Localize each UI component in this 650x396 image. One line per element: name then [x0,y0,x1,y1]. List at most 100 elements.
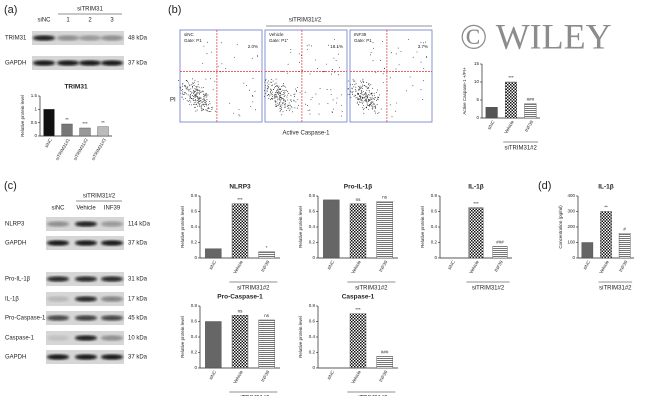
event-dot [198,98,200,100]
event-dot [275,92,277,94]
event-dot [252,101,254,103]
event-dot [353,95,355,97]
x-tick-label: Vehicle [468,259,480,274]
event-dot [352,91,354,93]
event-dot [201,87,203,89]
event-dot [374,95,376,97]
event-dot [371,96,373,98]
event-dot [238,114,240,116]
event-dot [252,77,254,79]
significance-label: * [266,245,268,250]
event-dot [349,84,351,86]
event-dot [304,91,306,93]
event-dot [330,93,332,95]
event-dot [366,100,368,102]
event-dot [243,82,245,84]
event-dot [282,111,284,113]
event-dot [193,83,194,85]
event-dot [198,99,199,101]
event-dot [199,97,201,99]
event-dot [205,92,207,94]
event-dot [266,89,268,91]
event-dot [276,90,278,92]
event-dot [337,53,339,55]
event-dot [280,93,282,95]
event-dot [233,56,235,58]
event-dot [188,104,190,105]
y-tick-label: 0 [312,255,315,260]
event-dot [186,89,188,90]
kda-label: 37 kDa [128,241,148,247]
scatter-texture [178,41,259,117]
group-label: siTRIM31#2 [83,194,116,200]
event-dot [186,93,188,95]
event-dot [362,81,364,83]
event-dot [190,101,192,103]
blot-band [47,354,69,360]
x-tick-label: siNC [44,137,54,149]
blot-band [101,221,123,227]
bar [231,203,249,259]
event-dot [368,87,369,89]
blot-band [75,221,97,227]
event-dot [373,92,375,94]
event-dot [368,93,369,95]
blot-band [57,60,79,66]
event-dot [364,98,366,100]
event-dot [180,86,182,88]
event-dot [197,103,199,104]
lane-label: siNC [38,18,52,24]
event-dot [367,104,368,106]
blot-band [101,354,123,360]
gate-label: Gate: P1 [184,38,202,43]
event-dot [192,96,194,97]
event-dot [263,90,265,91]
event-dot [199,91,201,93]
event-dot [274,94,276,95]
event-dot [356,96,358,98]
event-dot [365,101,367,102]
event-dot [281,114,283,116]
event-dot [327,102,329,104]
event-dot [290,49,292,51]
event-dot [350,96,352,98]
event-dot [264,81,266,83]
event-dot [197,83,199,85]
event-dot [389,104,391,106]
x-tick-label: Vehicle [232,369,244,384]
chart-title: Caspase-1 [342,294,375,301]
bar [349,203,367,259]
event-dot [330,89,332,91]
panel-label: (d) [538,180,551,192]
y-tick-label: 0.6 [431,209,438,214]
bar [581,242,594,259]
event-dot [374,99,376,101]
event-dot [373,103,375,105]
event-dot [281,102,283,104]
event-dot [197,96,199,98]
event-dot [274,97,276,99]
event-dot [214,110,216,112]
event-dot [195,94,196,96]
event-dot [361,103,363,105]
event-dot [338,74,340,76]
bar [376,356,393,369]
bar [43,109,55,137]
event-dot [318,113,320,115]
event-dot [184,85,186,87]
event-dot [353,86,355,88]
event-dot [380,108,382,110]
y-tick-label: 0.8 [309,303,316,308]
x-tick-label: siNC [582,259,592,271]
event-dot [368,82,370,84]
event-dot [359,88,361,90]
y-axis-label: Relative protein level [298,316,303,358]
event-dot [286,94,288,96]
event-dot [391,52,392,54]
event-dot [311,97,313,99]
event-dot [197,98,199,100]
event-dot [405,90,407,92]
scatter-texture [347,39,428,118]
event-dot [277,105,279,106]
event-dot [366,95,367,97]
